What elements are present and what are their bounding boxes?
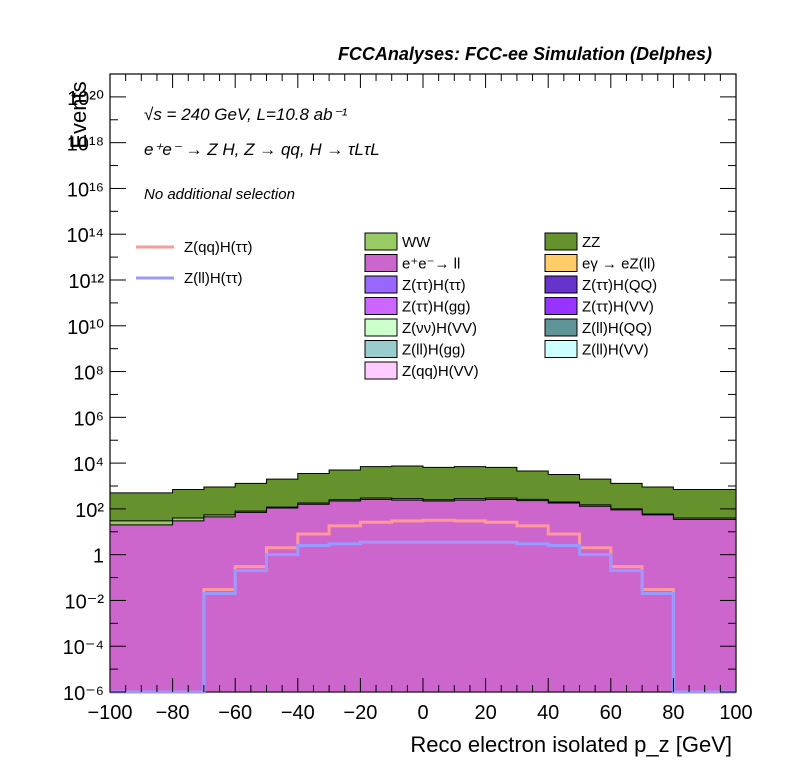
overlay-lines: [110, 518, 736, 694]
legend-label: eγ → eZ(ll): [582, 256, 655, 273]
y-tick-label: 10⁶: [74, 408, 104, 430]
chart-title: FCCAnalyses: FCC-ee Simulation (Delphes): [338, 44, 712, 64]
process-label: e⁺e⁻ → Z H, Z → qq, H → τLτL: [144, 140, 380, 159]
x-tick-label: 20: [474, 702, 496, 724]
legend-swatch-z-h-gg: [364, 297, 398, 315]
y-tick-label: 10²: [75, 500, 104, 522]
x-tick-label: −40: [281, 702, 315, 724]
x-tick-label: −100: [87, 702, 132, 724]
axes: −100 −80 −60 −40 −20 0 20 40 60 80 100 10⁻⁶ 10⁻⁴ 10⁻²…: [63, 73, 753, 724]
legend-label: Z(ll)H(VV): [582, 342, 649, 359]
x-tick-label: 100: [719, 702, 752, 724]
legend-swatch-z-h-qq: [544, 275, 578, 294]
legend-swatch-zz: [544, 232, 578, 251]
y-tick-label: 10²⁰: [67, 88, 104, 110]
legend-swatch-z-ll-h-gg: [364, 340, 398, 358]
legend: Z(qq)H(ττ) Z(ll)H(ττ) WW ZZ e⁺e⁻→ ll eγ → eZ(…: [136, 232, 657, 380]
legend-label: Z(νν)H(VV): [402, 320, 477, 337]
legend-label: e⁺e⁻→ ll: [402, 256, 460, 273]
y-tick-label: 10⁻²: [65, 591, 105, 613]
legend-label: Z(ττ)H(QQ): [582, 277, 657, 294]
legend-swatch-z-h-vv: [544, 297, 578, 315]
x-tick-label: 80: [662, 702, 684, 724]
y-tick-label: 10¹²: [68, 271, 104, 293]
y-tick-label: 10⁻⁴: [63, 637, 104, 659]
x-tick-label: 60: [600, 702, 622, 724]
y-tick-label: 10⁴: [73, 454, 104, 476]
legend-swatch-e-ez-ll: [544, 254, 578, 272]
legend-label: Z(ll)H(ττ): [184, 270, 243, 287]
x-tick-label: −80: [156, 702, 190, 724]
legend-label: Z(ll)H(gg): [402, 342, 465, 359]
y-axis-label: Events: [66, 81, 91, 148]
line-z-ll-h: [110, 540, 736, 694]
y-tick-label: 10¹⁴: [67, 225, 105, 247]
legend-label: Z(ττ)H(ττ): [402, 277, 466, 294]
y-tick-label: 10¹⁰: [67, 317, 104, 339]
x-tick-label: −60: [218, 702, 252, 724]
stacked-histograms: [109, 465, 737, 693]
legend-label: Z(ll)H(QQ): [582, 320, 652, 337]
y-tick-label: 10⁸: [73, 363, 104, 385]
legend-swatch-z-h-vv: [364, 318, 398, 337]
legend-swatch-e-e-ll: [364, 254, 398, 272]
legend-swatch-z-ll-h-qq: [544, 318, 578, 337]
y-tick-label: 10⁻⁶: [63, 683, 104, 705]
y-tick-label: 1: [93, 546, 104, 568]
legend-label: ZZ: [582, 234, 600, 251]
legend-swatch-z-h: [364, 275, 398, 294]
selection-label: No additional selection: [144, 186, 295, 203]
legend-label: Z(qq)H(ττ): [184, 239, 253, 256]
y-tick-label: 10¹⁸: [67, 134, 104, 156]
x-tick-label: 0: [417, 702, 428, 724]
legend-label: Z(qq)H(VV): [402, 363, 479, 380]
legend-label: Z(ττ)H(gg): [402, 299, 471, 316]
legend-label: Z(ττ)H(VV): [582, 299, 654, 316]
y-tick-label: 10¹⁶: [67, 179, 104, 201]
x-axis-label: Reco electron isolated p_z [GeV]: [410, 732, 732, 757]
x-tick-label: −20: [343, 702, 377, 724]
legend-label: WW: [402, 234, 431, 251]
energy-luminosity-label: √s = 240 GeV, L=10.8 ab⁻¹: [144, 105, 348, 124]
x-tick-label: 40: [537, 702, 559, 724]
legend-swatch-z-ll-h-vv: [544, 340, 578, 358]
legend-swatch-z-qq-h-vv: [364, 361, 398, 380]
legend-swatch-ww: [364, 232, 398, 251]
